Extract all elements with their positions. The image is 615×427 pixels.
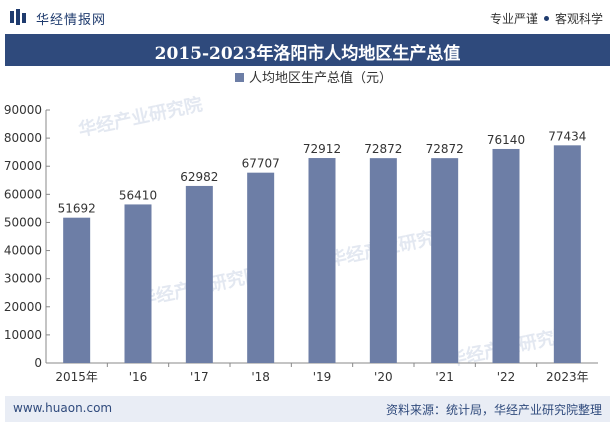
data-label: 72872 bbox=[364, 142, 402, 156]
top-bar: 华经情报网 专业严谨 客观科学 bbox=[0, 0, 615, 34]
bar bbox=[369, 158, 397, 363]
x-tick-label: '21 bbox=[435, 370, 454, 384]
y-tick-label: 20000 bbox=[4, 300, 42, 314]
x-tick-label: '17 bbox=[190, 370, 209, 384]
x-tick-label: 2015年 bbox=[55, 370, 98, 384]
x-tick-label: '16 bbox=[129, 370, 148, 384]
data-label: 67707 bbox=[242, 157, 280, 171]
bar bbox=[247, 172, 275, 363]
y-tick-label: 80000 bbox=[4, 131, 42, 145]
y-tick-label: 60000 bbox=[4, 187, 42, 201]
legend-swatch bbox=[235, 73, 244, 82]
bar bbox=[431, 158, 459, 363]
y-tick-label: 0 bbox=[34, 356, 42, 370]
brand-name: 华经情报网 bbox=[36, 13, 107, 28]
x-tick-label: '20 bbox=[374, 370, 393, 384]
bar-chart: 华经产业研究院华经产业研究院华经产业研究院华经产业研究院人均地区生产总值（元）0… bbox=[4, 70, 598, 384]
bar bbox=[553, 145, 581, 363]
data-label: 72872 bbox=[426, 142, 464, 156]
bar bbox=[492, 148, 520, 363]
footer-bar: www.huaon.com 资料来源：统计局，华经产业研究院整理 bbox=[5, 396, 610, 422]
data-label: 62982 bbox=[180, 170, 218, 184]
data-label: 72912 bbox=[303, 142, 341, 156]
footer-source: 资料来源：统计局，华经产业研究院整理 bbox=[385, 403, 602, 417]
data-label: 56410 bbox=[119, 188, 157, 202]
bar bbox=[308, 158, 336, 363]
y-tick-label: 40000 bbox=[4, 244, 42, 258]
y-tick-label: 50000 bbox=[4, 215, 42, 229]
title-bar: 2015-2023年洛阳市人均地区生产总值 bbox=[5, 34, 610, 66]
watermark-text: 华经产业研究院 bbox=[76, 93, 204, 141]
data-label: 51692 bbox=[58, 202, 96, 216]
chart-title: 2015-2023年洛阳市人均地区生产总值 bbox=[154, 44, 461, 64]
x-tick-label: '18 bbox=[251, 370, 270, 384]
y-tick-label: 10000 bbox=[4, 328, 42, 342]
y-tick-label: 90000 bbox=[4, 103, 42, 117]
bar bbox=[124, 204, 152, 363]
tagline: 专业严谨 客观科学 bbox=[490, 10, 603, 27]
x-tick-label: 2023年 bbox=[546, 370, 589, 384]
brand-logo-icon bbox=[10, 9, 26, 25]
y-tick-label: 30000 bbox=[4, 272, 42, 286]
tagline-first: 专业严谨 bbox=[489, 12, 538, 26]
x-tick-label: '22 bbox=[497, 370, 516, 384]
bar bbox=[63, 217, 91, 363]
tagline-second: 客观科学 bbox=[554, 12, 603, 26]
footer-url: www.huaon.com bbox=[13, 401, 113, 415]
x-tick-label: '19 bbox=[313, 370, 332, 384]
separator-dot-icon bbox=[543, 16, 549, 21]
data-label: 77434 bbox=[548, 129, 586, 143]
bar bbox=[185, 185, 213, 363]
y-tick-label: 70000 bbox=[4, 159, 42, 173]
data-label: 76140 bbox=[487, 133, 525, 147]
legend-label: 人均地区生产总值（元） bbox=[249, 70, 392, 86]
